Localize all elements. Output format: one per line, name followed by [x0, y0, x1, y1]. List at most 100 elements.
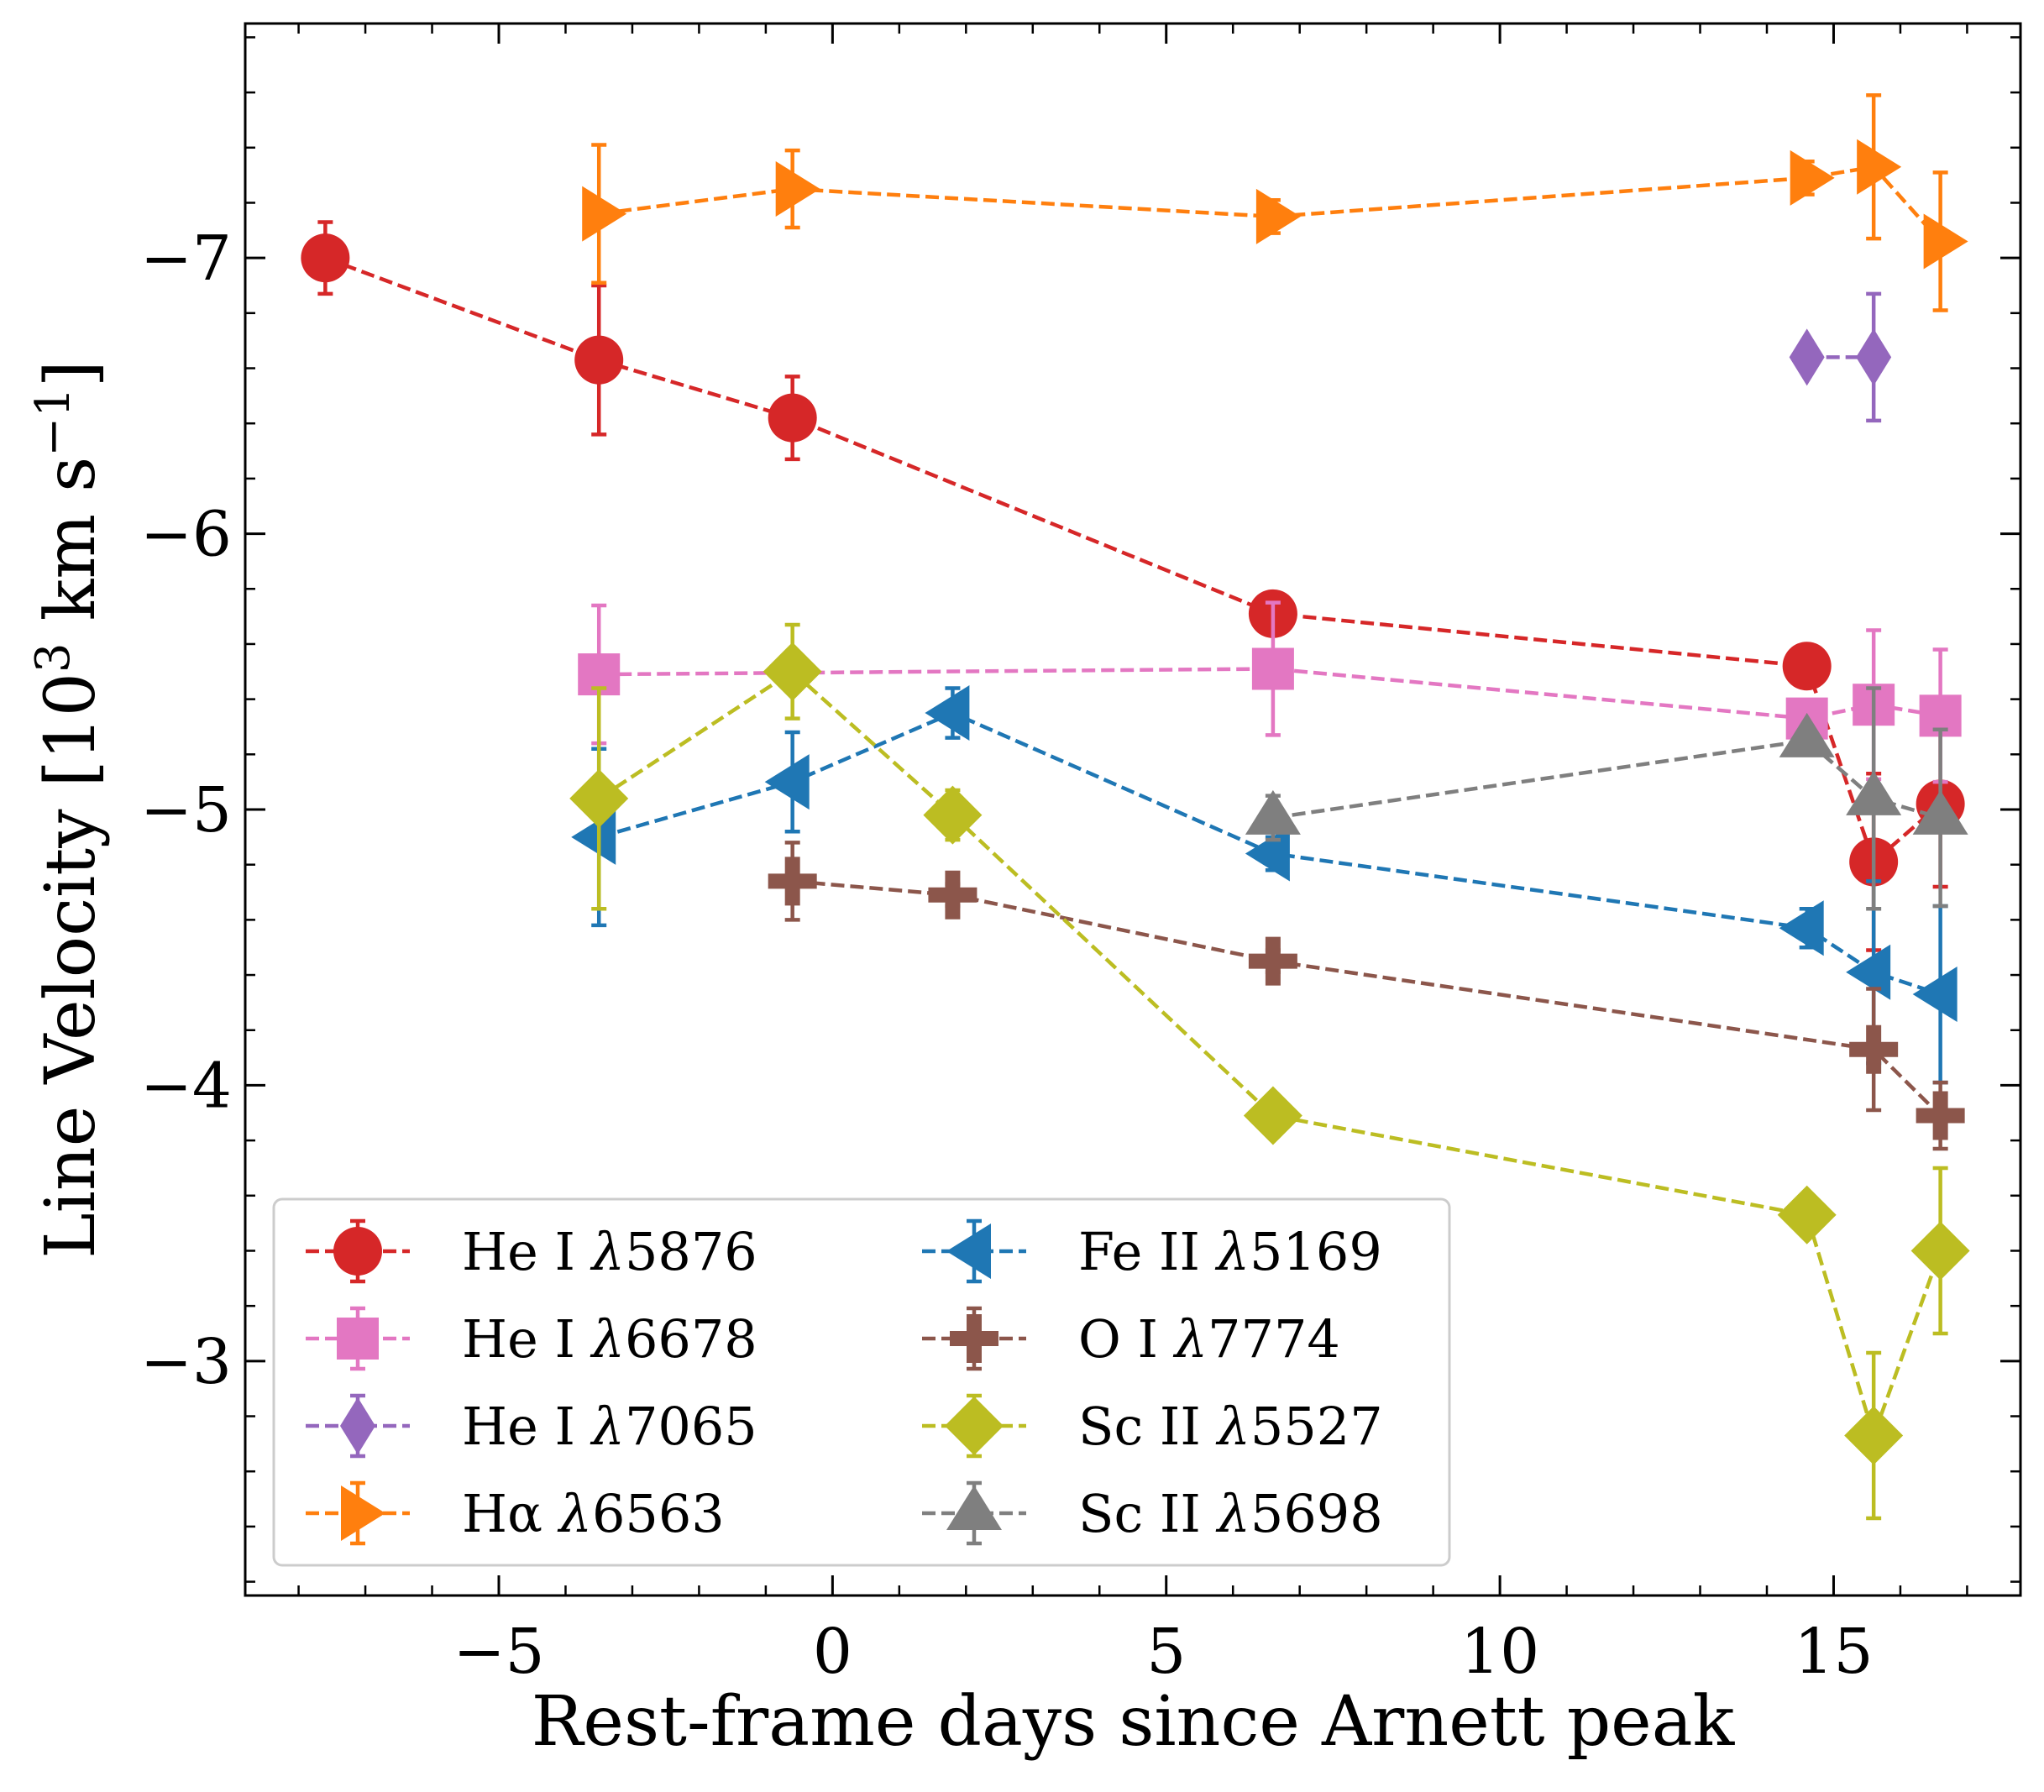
legend-lambda-symbol: λ	[1214, 1221, 1250, 1282]
legend-label: O I λ7774	[1078, 1308, 1340, 1370]
data-point	[1245, 789, 1301, 835]
x-axis-title: Rest-frame days since Arnett peak	[532, 1682, 1736, 1762]
data-point	[1856, 328, 1892, 386]
legend-marker	[945, 1396, 1004, 1455]
y-tick-label: −4	[140, 1050, 232, 1122]
data-point	[1912, 789, 1968, 835]
legend-item: Sc II λ5698	[922, 1480, 1383, 1546]
series-he-i-7065	[1789, 291, 1892, 423]
data-point	[1849, 1024, 1899, 1074]
data-point	[1779, 712, 1835, 757]
legend-lambda-symbol: λ	[590, 1396, 625, 1457]
legend-item: He I λ6678	[306, 1306, 757, 1371]
data-point	[1779, 900, 1824, 956]
data-point	[764, 754, 810, 810]
series-line	[598, 165, 1942, 243]
legend-lambda-symbol: λ	[590, 1221, 625, 1282]
data-point	[1777, 1185, 1837, 1244]
x-tick-label: 15	[1794, 1616, 1873, 1688]
y-tick-label: −7	[140, 223, 232, 295]
series-sc-ii-5698	[1245, 686, 1968, 911]
data-point	[1857, 139, 1902, 195]
y-axis-title-superscript: −1	[26, 387, 81, 457]
x-tick-label: 10	[1460, 1616, 1539, 1688]
legend-wavelength: 7065	[625, 1396, 757, 1457]
data-point	[1789, 328, 1825, 386]
data-series-layer	[301, 93, 1970, 1521]
legend-ion-name: He I	[462, 1308, 592, 1370]
legend-lambda-symbol: λ	[590, 1308, 625, 1370]
y-axis-title-part: Line Velocity [10	[31, 673, 111, 1259]
data-point	[923, 785, 983, 845]
legend-label: Sc II λ5698	[1078, 1483, 1383, 1544]
y-axis-title-part: ]	[31, 360, 111, 387]
legend-ion-name: He I	[462, 1221, 592, 1282]
legend-marker	[946, 1223, 991, 1279]
data-point	[768, 393, 817, 443]
legend-label: Sc II λ5527	[1078, 1396, 1383, 1457]
legend-item: He I λ5876	[306, 1218, 757, 1284]
legend-marker	[333, 1227, 382, 1276]
data-point	[571, 809, 616, 865]
data-point	[1790, 149, 1835, 206]
data-point	[574, 335, 624, 385]
legend-item: He I λ7065	[306, 1393, 757, 1459]
legend-label: He I λ5876	[462, 1221, 757, 1282]
data-point	[1248, 936, 1297, 986]
data-point	[775, 161, 820, 217]
legend-marker	[341, 1485, 385, 1541]
legend-item: Sc II λ5527	[922, 1393, 1383, 1459]
legend-marker	[340, 1397, 375, 1454]
legend-label: Fe II λ5169	[1078, 1221, 1382, 1282]
data-point	[582, 186, 627, 242]
legend-wavelength: 6678	[625, 1308, 757, 1370]
legend-wavelength: 5169	[1250, 1221, 1382, 1282]
legend-marker	[950, 1314, 998, 1363]
data-point	[925, 685, 970, 741]
legend-wavelength: 5698	[1250, 1483, 1383, 1544]
data-point	[1846, 944, 1891, 1000]
legend-ion-name: Sc II	[1078, 1483, 1218, 1544]
legend-lambda-symbol: λ	[1172, 1308, 1208, 1370]
legend-lambda-symbol: λ	[1215, 1483, 1250, 1544]
legend-ion-name: O I	[1078, 1308, 1175, 1370]
legend-ion-name: He I	[462, 1396, 592, 1457]
data-point	[1844, 1406, 1904, 1465]
y-tick-label: −6	[140, 499, 232, 571]
axes-layer: −5 0 5 10 15 −7 −6 −5 −4 −3 Rest-frame days since …	[26, 22, 2022, 1762]
legend-item: Fe II λ5169	[922, 1218, 1382, 1284]
legend-label: He I λ7065	[462, 1396, 757, 1457]
y-axis-title-part: km s	[31, 457, 111, 643]
data-point	[1251, 647, 1294, 690]
x-tick-label: 0	[813, 1616, 852, 1688]
data-point	[569, 768, 629, 828]
series-o-i-7774	[768, 841, 1965, 1151]
y-tick-label: −5	[140, 774, 232, 846]
y-axis-title-superscript: 3	[26, 642, 81, 673]
series-sc-ii-5527	[569, 622, 1970, 1521]
legend-ion-name: Fe II	[1078, 1221, 1217, 1282]
data-point	[928, 870, 977, 920]
legend-label: He I λ6678	[462, 1308, 757, 1370]
y-tick-label: −3	[140, 1326, 232, 1398]
legend-ion-name: Hα	[462, 1483, 559, 1544]
legend-marker	[337, 1318, 379, 1360]
legend-item: Hα λ6563	[306, 1480, 725, 1546]
legend-item: O I λ7774	[922, 1306, 1340, 1371]
data-point	[768, 857, 817, 906]
y-axis-title: Line Velocity [103 km s−1]	[26, 360, 111, 1259]
data-point	[1916, 1091, 1965, 1140]
x-tick-label: −5	[453, 1616, 544, 1688]
legend-label: Hα λ6563	[462, 1483, 725, 1544]
data-point	[1846, 770, 1902, 815]
data-point	[1910, 1221, 1970, 1281]
legend-wavelength: 6563	[592, 1483, 725, 1544]
series-line	[1272, 738, 1942, 820]
legend-wavelength: 7774	[1208, 1308, 1340, 1370]
data-point	[1243, 1086, 1302, 1145]
data-point	[1782, 642, 1832, 691]
data-point	[763, 642, 822, 701]
x-tick-label: 5	[1146, 1616, 1186, 1688]
data-point	[1923, 213, 1968, 270]
